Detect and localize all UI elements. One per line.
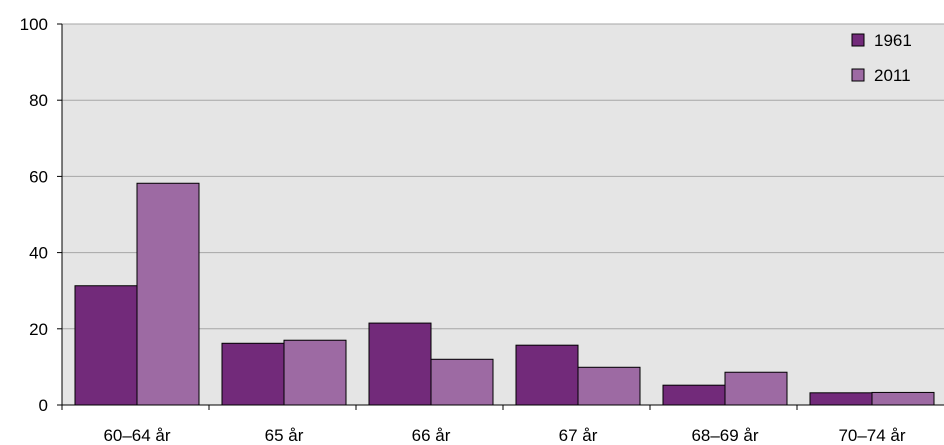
x-tick-label: 67 år (559, 426, 598, 445)
legend: 1961 2011 (851, 31, 912, 85)
bar-2011 (577, 366, 641, 406)
x-axis: 60–64 år 65 år 66 år 67 år 68–69 år 70–74 år (61, 404, 944, 445)
legend-label-2011: 2011 (874, 66, 911, 85)
x-tick-label: 70–74 år (838, 426, 905, 445)
bar-1961 (662, 384, 726, 406)
bar-2011 (724, 371, 788, 406)
bar-2011 (136, 182, 200, 406)
x-tick-label: 66 år (412, 426, 451, 445)
x-tick-label: 65 år (265, 426, 304, 445)
bar-1961 (368, 322, 432, 406)
y-tick-label: 100 (20, 15, 48, 34)
y-tick-label: 20 (29, 320, 48, 339)
bar-1961 (74, 285, 138, 406)
x-tick-label: 68–69 år (691, 426, 758, 445)
bar-2011 (430, 358, 494, 406)
plot-area (62, 24, 944, 405)
y-tick-label: 40 (29, 244, 48, 263)
gridlines (62, 23, 944, 330)
bar-1961 (515, 344, 579, 406)
bar-1961 (809, 392, 873, 406)
y-tick-label: 60 (29, 167, 48, 186)
bar-2011 (871, 391, 935, 406)
legend-label-1961: 1961 (874, 31, 912, 50)
y-tick-label: 80 (29, 91, 48, 110)
legend-swatch-1961 (851, 33, 865, 47)
bar-1961 (221, 342, 285, 406)
legend-swatch-2011 (851, 68, 865, 82)
y-tick-label: 0 (39, 396, 48, 415)
bars (74, 182, 935, 406)
y-axis: 0 20 40 60 80 100 (20, 15, 63, 415)
bar-2011 (283, 339, 347, 406)
x-tick-label: 60–64 år (103, 426, 170, 445)
